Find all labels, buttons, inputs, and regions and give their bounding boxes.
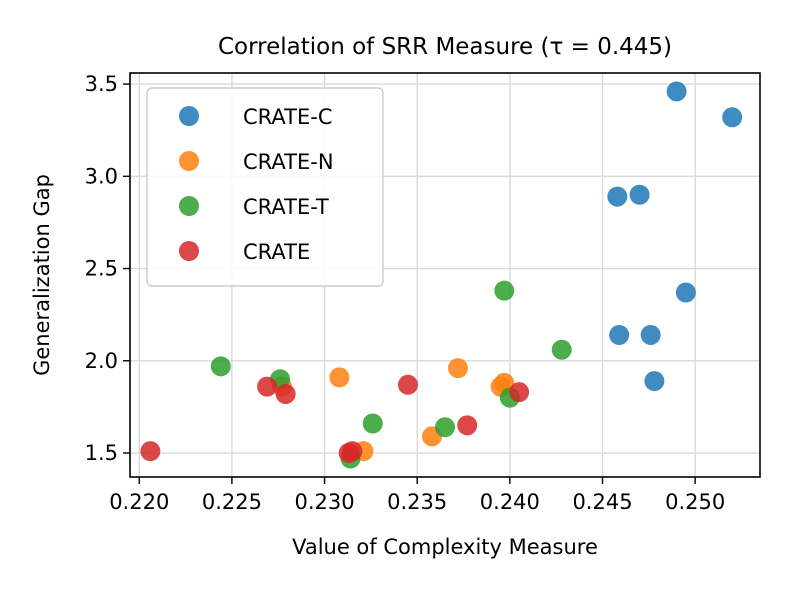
chart-title: Correlation of SRR Measure (τ = 0.445) — [218, 34, 672, 60]
y-tick-label: 3.5 — [85, 72, 118, 96]
x-tick-label: 0.240 — [480, 490, 540, 514]
data-point-crate-t — [551, 339, 572, 360]
data-point-crate-c — [629, 184, 650, 205]
data-point-crate-c — [644, 371, 665, 392]
legend-label-crate: CRATE — [243, 240, 310, 264]
x-tick-label: 0.225 — [202, 490, 262, 514]
data-point-crate-t — [362, 413, 383, 434]
x-tick-label: 0.235 — [387, 490, 447, 514]
data-point-crate — [140, 441, 161, 462]
x-tick-label: 0.250 — [665, 490, 725, 514]
legend-label-crate-n: CRATE-N — [243, 150, 334, 174]
x-tick-label: 0.230 — [294, 490, 354, 514]
data-point-crate-c — [675, 282, 696, 303]
y-axis-label: Generalization Gap — [30, 174, 54, 376]
legend-box — [146, 87, 384, 287]
legend: CRATE-C CRATE-N CRATE-T CRATE — [146, 87, 384, 287]
y-tick-label: 2.5 — [85, 257, 118, 281]
data-point-crate-t — [494, 280, 515, 301]
x-axis-label: Value of Complexity Measure — [292, 535, 598, 559]
y-tick-label: 1.5 — [85, 441, 118, 465]
data-point-crate-c — [666, 81, 687, 102]
data-point-crate-n — [447, 358, 468, 379]
data-point-crate — [342, 441, 363, 462]
legend-marker-crate-t — [179, 196, 199, 216]
data-point-crate — [275, 383, 296, 404]
axis-ticks: 0.220 0.225 0.230 0.235 0.240 0.245 0.250 1.5 2.… — [85, 72, 726, 514]
y-tick-label: 3.0 — [85, 164, 118, 188]
legend-marker-crate-c — [179, 106, 199, 126]
plot-frame — [129, 72, 761, 478]
data-point-crate-n — [329, 367, 350, 388]
data-point-crate-c — [609, 324, 630, 345]
data-point-crate — [257, 376, 278, 397]
data-points — [140, 81, 743, 469]
data-point-crate — [509, 382, 530, 403]
legend-label-crate-c: CRATE-C — [243, 105, 332, 129]
legend-label-crate-t: CRATE-T — [243, 195, 329, 219]
data-point-crate-c — [640, 324, 661, 345]
data-point-crate-t — [435, 417, 455, 438]
data-point-crate-c — [607, 186, 628, 207]
x-tick-label: 0.220 — [109, 490, 169, 514]
y-tick-label: 2.0 — [85, 349, 118, 373]
legend-marker-crate-n — [179, 151, 199, 171]
data-point-crate — [397, 374, 418, 395]
data-point-crate-t — [210, 356, 231, 377]
data-point-crate — [457, 415, 478, 436]
legend-marker-crate — [179, 241, 199, 261]
data-point-crate-c — [722, 107, 743, 128]
x-tick-label: 0.245 — [572, 490, 632, 514]
